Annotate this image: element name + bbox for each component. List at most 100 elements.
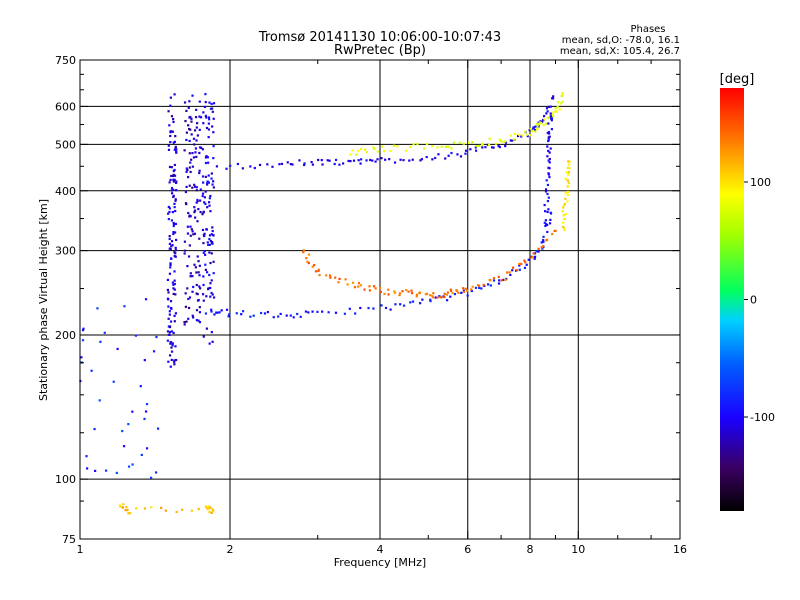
- data-point: [195, 139, 198, 142]
- data-point: [376, 150, 379, 153]
- data-point: [542, 115, 546, 118]
- data-point: [396, 145, 399, 148]
- data-point: [155, 471, 158, 474]
- data-point: [478, 286, 481, 289]
- data-point: [189, 275, 192, 278]
- chart-title: Tromsø 20141130 10:06:00-10:07:43: [258, 30, 501, 45]
- data-point: [173, 140, 176, 143]
- data-point: [187, 211, 190, 215]
- data-point: [527, 258, 530, 261]
- data-point: [541, 119, 545, 122]
- data-point: [168, 237, 171, 241]
- data-point: [421, 298, 424, 301]
- data-point: [103, 331, 106, 334]
- data-point: [392, 144, 396, 147]
- data-point: [549, 115, 552, 118]
- data-point: [121, 506, 124, 509]
- data-point: [198, 171, 201, 175]
- data-point: [170, 166, 173, 169]
- data-point: [207, 181, 210, 184]
- data-point: [204, 101, 207, 104]
- data-point: [172, 141, 175, 144]
- data-point: [523, 266, 527, 269]
- data-point: [544, 219, 547, 222]
- data-point: [547, 196, 550, 199]
- y-tick-label: 200: [55, 329, 76, 342]
- data-point: [513, 132, 517, 136]
- data-point: [546, 183, 550, 187]
- data-point: [500, 279, 503, 282]
- data-point: [372, 307, 375, 310]
- colorbar-label: [deg]: [720, 72, 755, 87]
- data-point: [210, 308, 213, 311]
- data-point: [504, 278, 507, 281]
- data-point: [415, 295, 418, 298]
- data-point: [489, 279, 492, 282]
- data-point: [188, 116, 191, 119]
- data-point: [405, 289, 408, 292]
- data-point: [195, 283, 198, 287]
- data-point: [197, 260, 200, 263]
- data-point: [405, 149, 408, 152]
- data-point: [210, 252, 213, 255]
- data-point: [204, 190, 207, 193]
- data-point: [207, 505, 211, 508]
- data-point: [131, 463, 134, 466]
- data-point: [170, 346, 173, 349]
- data-point: [504, 140, 507, 143]
- data-point: [173, 282, 176, 286]
- data-point: [497, 282, 501, 285]
- data-point: [521, 134, 524, 137]
- data-point: [425, 292, 429, 295]
- data-point: [168, 333, 171, 336]
- data-point: [204, 93, 207, 96]
- data-point: [516, 134, 520, 138]
- data-point: [429, 299, 432, 303]
- data-point: [249, 165, 252, 168]
- data-point: [209, 506, 212, 509]
- data-point: [169, 178, 172, 182]
- data-point: [168, 234, 171, 238]
- data-point: [172, 178, 175, 181]
- data-point: [187, 124, 190, 127]
- data-point: [152, 350, 156, 353]
- data-point: [402, 304, 406, 307]
- data-point: [118, 504, 121, 507]
- data-point: [212, 180, 215, 183]
- data-point: [504, 144, 507, 148]
- data-point: [349, 153, 352, 156]
- data-point: [173, 314, 176, 317]
- data-point: [549, 105, 552, 108]
- data-point: [199, 146, 202, 149]
- data-point: [127, 512, 130, 515]
- data-point: [523, 259, 526, 262]
- data-point: [547, 173, 551, 176]
- data-point: [201, 228, 205, 232]
- data-point: [167, 317, 170, 320]
- data-point: [225, 167, 228, 170]
- data-point: [388, 158, 391, 161]
- data-point: [212, 131, 215, 134]
- data-point: [202, 283, 205, 287]
- data-point: [546, 192, 549, 196]
- data-point: [195, 108, 198, 111]
- data-point: [195, 155, 198, 158]
- data-point: [185, 131, 188, 134]
- data-point: [399, 303, 402, 306]
- data-point: [321, 163, 324, 166]
- data-point: [416, 143, 419, 146]
- data-point: [537, 247, 540, 250]
- data-point: [449, 288, 452, 291]
- data-point: [566, 190, 569, 193]
- data-point: [168, 242, 172, 245]
- data-point: [509, 273, 512, 277]
- data-point: [173, 168, 176, 172]
- data-point: [549, 112, 552, 115]
- data-point: [307, 261, 310, 265]
- data-point: [216, 311, 219, 314]
- data-point: [116, 347, 119, 351]
- data-point: [160, 506, 163, 509]
- data-point: [346, 283, 349, 286]
- data-point: [529, 134, 532, 137]
- data-point: [317, 268, 320, 271]
